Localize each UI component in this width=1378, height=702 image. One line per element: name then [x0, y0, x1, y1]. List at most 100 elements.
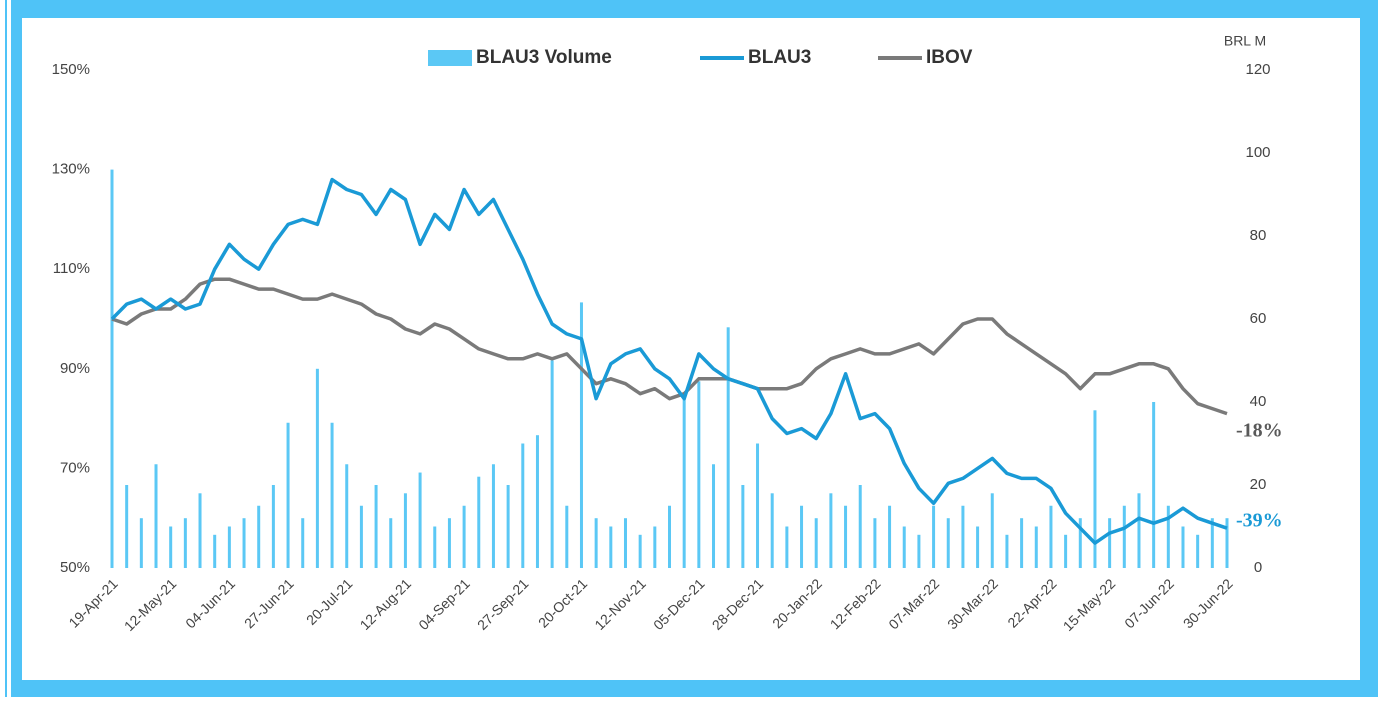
volume-bar	[668, 505, 671, 568]
y2-tick-label: 80	[1250, 227, 1267, 244]
volume-bar	[756, 443, 760, 568]
volume-bar	[697, 381, 701, 568]
volume-bar	[403, 493, 407, 568]
volume-bar	[462, 505, 466, 568]
volume-bar	[345, 464, 349, 568]
volume-bar	[242, 518, 246, 568]
volume-bar	[535, 435, 539, 568]
volume-bar	[1225, 518, 1229, 568]
volume-bar	[1181, 526, 1185, 568]
y2-tick-label: 100	[1245, 144, 1270, 161]
volume-bar	[726, 327, 730, 568]
y-tick-label: 110%	[53, 260, 90, 277]
volume-bar	[653, 526, 657, 568]
volume-bar	[623, 518, 627, 568]
volume-bar	[565, 505, 569, 568]
volume-bar	[154, 464, 158, 568]
volume-bar	[125, 485, 129, 568]
volume-bar	[1078, 518, 1082, 568]
volume-bar	[330, 422, 334, 568]
volume-bar	[374, 485, 378, 568]
volume-bar	[638, 534, 642, 568]
volume-bar	[741, 485, 745, 568]
y-tick-label: 90%	[60, 360, 90, 377]
y2-tick-label: 20	[1250, 476, 1267, 493]
volume-bar	[961, 505, 965, 568]
volume-bar	[227, 526, 231, 568]
volume-bar	[389, 518, 393, 568]
volume-bar	[1020, 518, 1024, 568]
y2-axis-label: BRL M	[1224, 33, 1266, 49]
volume-bar	[829, 493, 833, 568]
volume-bar	[286, 422, 290, 568]
y-tick-label: 130%	[52, 161, 90, 178]
volume-bar	[1166, 505, 1170, 568]
y2-tick-label: 60	[1250, 310, 1267, 327]
volume-bar	[1108, 518, 1112, 568]
legend-swatch	[428, 50, 472, 66]
volume-bar	[902, 526, 906, 568]
y-tick-label: 150%	[52, 61, 90, 78]
volume-bar	[1196, 534, 1200, 568]
volume-bar	[844, 505, 848, 568]
volume-bar	[814, 518, 818, 568]
volume-bar	[946, 518, 950, 568]
legend-label: BLAU3	[748, 47, 811, 68]
volume-bar	[447, 518, 451, 568]
volume-bar	[550, 360, 554, 568]
legend-label: BLAU3 Volume	[476, 47, 612, 68]
volume-bar	[359, 505, 363, 568]
annotation: -18%	[1236, 420, 1283, 442]
volume-bar	[594, 518, 598, 568]
volume-bar	[477, 476, 481, 568]
volume-bar	[609, 526, 613, 568]
y-tick-label: 70%	[60, 459, 90, 476]
volume-bar	[917, 534, 921, 568]
y2-tick-label: 0	[1254, 559, 1262, 576]
series-line	[110, 177, 1228, 545]
volume-bar	[433, 526, 437, 568]
volume-bar	[521, 443, 525, 568]
volume-bar	[1152, 402, 1156, 568]
volume-bar	[183, 518, 187, 568]
volume-bar	[271, 485, 275, 568]
volume-bar	[301, 518, 305, 568]
y2-tick-label: 40	[1250, 393, 1267, 410]
volume-bar	[1034, 526, 1038, 568]
y-tick-label: 50%	[60, 559, 90, 576]
legend-label: IBOV	[926, 47, 973, 68]
volume-bar	[873, 518, 877, 568]
volume-bar	[1210, 518, 1214, 568]
volume-bar	[858, 485, 862, 568]
volume-bar	[579, 302, 583, 568]
volume-bar	[315, 368, 319, 568]
volume-bar	[169, 526, 173, 568]
volume-bar	[1093, 410, 1097, 568]
volume-bar	[785, 526, 789, 568]
volume-bar	[1137, 493, 1141, 568]
volume-bar	[110, 169, 114, 568]
volume-bar	[1122, 505, 1126, 568]
volume-bar	[682, 393, 686, 568]
volume-bar	[198, 493, 202, 568]
annotation: -39%	[1236, 510, 1283, 532]
volume-bar	[506, 485, 510, 568]
volume-bar	[990, 493, 994, 568]
volume-bar	[888, 505, 892, 568]
volume-bar	[213, 534, 217, 568]
volume-bar	[418, 472, 422, 568]
volume-bar	[1049, 505, 1053, 568]
volume-bar	[1005, 534, 1009, 568]
volume-bar	[712, 464, 716, 568]
y2-tick-label: 120	[1245, 61, 1270, 78]
volume-bar	[976, 526, 980, 568]
volume-bar	[800, 505, 804, 568]
volume-bar	[770, 493, 774, 568]
volume-bar	[139, 518, 143, 568]
volume-bar	[491, 464, 495, 568]
plot-panel	[22, 18, 1360, 680]
volume-bar	[1064, 534, 1068, 568]
volume-bar	[932, 505, 936, 568]
series-line	[111, 277, 1228, 416]
